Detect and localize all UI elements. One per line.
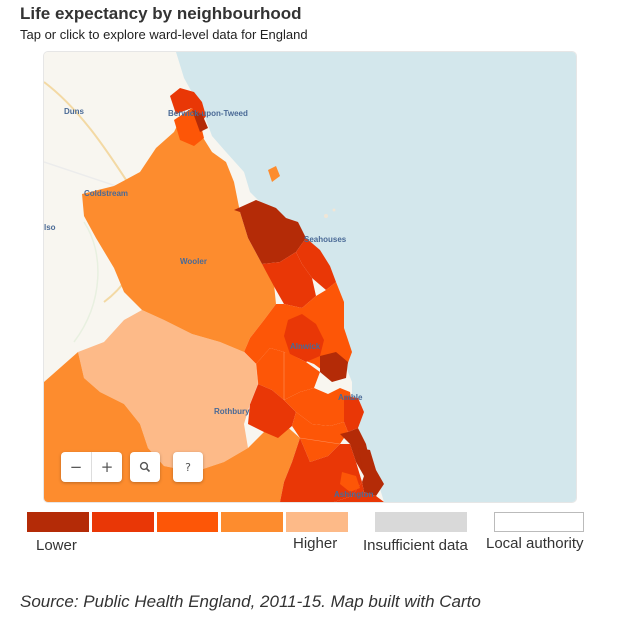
island-lindisfarne[interactable] bbox=[268, 166, 280, 182]
ward-alnwick-east[interactable] bbox=[320, 352, 348, 382]
sea bbox=[176, 52, 576, 502]
place-label-ashington: Ashington bbox=[334, 490, 374, 499]
legend-local-authority: Local authority bbox=[486, 535, 584, 552]
legend-swatch-3 bbox=[157, 512, 218, 532]
map-canvas[interactable]: Duns Coldstream lso Berwick-upon-Tweed W… bbox=[44, 52, 576, 502]
place-label-wooler: Wooler bbox=[180, 257, 207, 266]
legend-higher: Higher bbox=[293, 535, 338, 552]
ward-berwick-north[interactable] bbox=[192, 110, 208, 132]
place-label-rothbury: Rothbury bbox=[214, 407, 250, 416]
ward-bamburgh[interactable] bbox=[234, 200, 306, 264]
ward-amble[interactable] bbox=[344, 396, 364, 432]
ward-morpeth[interactable] bbox=[292, 412, 348, 462]
ward-newbiggin[interactable] bbox=[358, 448, 384, 496]
ward-shilbottle[interactable] bbox=[256, 348, 320, 400]
ward-ashington-central[interactable] bbox=[340, 472, 360, 492]
ward-alnwick[interactable] bbox=[284, 314, 324, 362]
place-label-berwick: Berwick-upon-Tweed bbox=[168, 109, 248, 118]
ward-ashington[interactable] bbox=[334, 482, 384, 502]
search-icon bbox=[139, 461, 151, 473]
ward-ellington[interactable] bbox=[280, 438, 362, 502]
ward-seahouses[interactable] bbox=[296, 238, 336, 290]
legend-insufficient: Insufficient data bbox=[363, 537, 468, 554]
place-label-duns: Duns bbox=[64, 107, 85, 116]
ward-borders bbox=[243, 351, 341, 445]
zoom-controls: − + bbox=[61, 452, 122, 482]
choropleth-map[interactable]: Duns Coldstream lso Berwick-upon-Tweed W… bbox=[44, 52, 576, 502]
ward-rothbury-west[interactable] bbox=[78, 310, 258, 472]
island bbox=[324, 214, 328, 218]
search-control bbox=[130, 452, 160, 482]
place-label-amble: Amble bbox=[338, 393, 363, 402]
island bbox=[332, 208, 336, 212]
legend: Lower Higher Insufficient data Local aut… bbox=[0, 512, 624, 562]
place-label-alnwick: Alnwick bbox=[290, 342, 321, 351]
ward-wooler[interactable] bbox=[82, 114, 276, 352]
ward-amble-west[interactable] bbox=[284, 388, 352, 426]
ward-longhorsley[interactable] bbox=[248, 384, 296, 438]
legend-swatch-2 bbox=[92, 512, 154, 532]
zoom-out-button[interactable]: − bbox=[69, 458, 83, 476]
legend-swatch-1 bbox=[27, 512, 89, 532]
place-label-seahouses: Seahouses bbox=[304, 235, 347, 244]
place-label-berwick-text: Berwick-upon-Tweed bbox=[168, 109, 248, 118]
legend-swatch-4 bbox=[221, 512, 283, 532]
road bbox=[73, 221, 99, 343]
legend-swatch-local-authority bbox=[494, 512, 584, 532]
place-label-kelso: lso bbox=[44, 223, 56, 232]
legend-swatch-5 bbox=[286, 512, 348, 532]
page-subtitle: Tap or click to explore ward-level data … bbox=[20, 27, 308, 42]
search-button[interactable] bbox=[130, 452, 160, 482]
source-note: Source: Public Health England, 2011-15. … bbox=[20, 592, 481, 611]
legend-swatch-insufficient bbox=[375, 512, 467, 532]
ward-belford[interactable] bbox=[262, 252, 316, 308]
zoom-in-button[interactable]: + bbox=[91, 452, 122, 482]
help-control: ? bbox=[173, 452, 203, 482]
help-button[interactable]: ? bbox=[185, 460, 191, 474]
legend-lower: Lower bbox=[36, 537, 77, 554]
page-title: Life expectancy by neighbourhood bbox=[20, 4, 302, 23]
place-label-coldstream: Coldstream bbox=[84, 189, 128, 198]
